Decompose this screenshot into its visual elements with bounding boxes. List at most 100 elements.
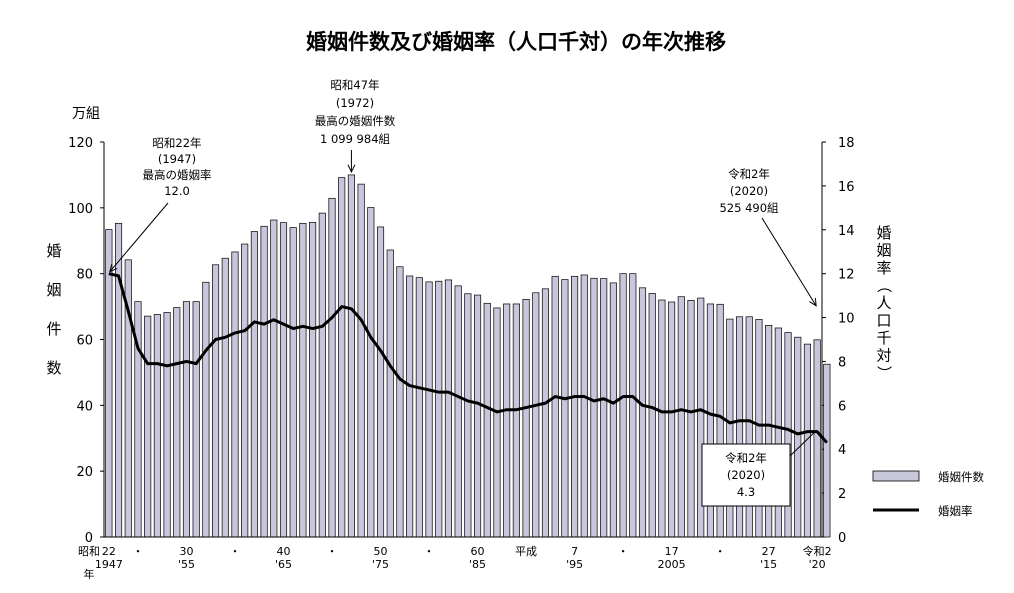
x-tick-label: 30 bbox=[179, 545, 193, 558]
annotation-2020-rate-text: 4.3 bbox=[737, 485, 755, 499]
left-axis-ticks: 0 20 40 60 80 100 120 bbox=[68, 136, 104, 546]
x-tick-label: 50 bbox=[374, 545, 388, 558]
bar-1973 bbox=[357, 183, 365, 538]
left-tick-label: 100 bbox=[68, 202, 93, 217]
x-tick-label: ・ bbox=[327, 545, 338, 558]
bar-1962 bbox=[250, 231, 258, 538]
bar-1996 bbox=[580, 274, 588, 538]
right-axis-label-char: 率 bbox=[876, 259, 891, 277]
bar-1974 bbox=[367, 207, 375, 538]
bar-1964 bbox=[270, 219, 278, 538]
left-tick-label: 0 bbox=[85, 531, 93, 546]
bar-1987 bbox=[493, 307, 501, 538]
bar-1983 bbox=[454, 285, 462, 538]
right-tick-label: 8 bbox=[838, 355, 846, 370]
bar-1970 bbox=[328, 197, 336, 538]
annotation-1972-text: (1972) bbox=[336, 96, 374, 110]
legend-label-line: 婚姻率 bbox=[938, 504, 973, 518]
bar-2019 bbox=[803, 343, 811, 538]
x-tick-sublabel: '95 bbox=[566, 558, 583, 571]
x-tick-sublabel: '65 bbox=[275, 558, 292, 571]
bar-1957 bbox=[202, 281, 210, 538]
bar-1979 bbox=[415, 277, 423, 538]
left-axis-label-char: 姻 bbox=[46, 281, 61, 299]
annotation-1947-text: 最高の婚姻率 bbox=[143, 168, 212, 182]
bar-1965 bbox=[279, 222, 288, 538]
annotation-1972-text: 昭和47年 bbox=[330, 78, 379, 92]
bar-1997 bbox=[590, 277, 598, 538]
x-tick-label: 17 bbox=[665, 545, 679, 558]
right-axis-label-char: ） bbox=[875, 365, 893, 380]
bar-2002 bbox=[638, 287, 647, 538]
bar-1993 bbox=[551, 275, 559, 538]
bar-2007 bbox=[687, 299, 695, 538]
right-axis-label-char: 姻 bbox=[876, 242, 891, 260]
annotation-1972-arrow-head bbox=[347, 164, 356, 174]
rate-line bbox=[108, 272, 828, 444]
bar-1955 bbox=[182, 301, 191, 538]
left-axis-label-char: 件 bbox=[46, 320, 61, 338]
bar-1969 bbox=[318, 212, 326, 538]
bar-2018 bbox=[794, 336, 802, 538]
bar-1951 bbox=[144, 315, 152, 538]
x-tick-label: ・ bbox=[229, 545, 240, 558]
bar-1967 bbox=[299, 222, 307, 538]
bar-1986 bbox=[483, 302, 491, 538]
x-tick-label: ・ bbox=[132, 545, 143, 558]
x-tick-sublabel: '55 bbox=[178, 558, 195, 571]
x-tick-label: 60 bbox=[471, 545, 485, 558]
right-axis-label-char: 婚 bbox=[876, 224, 891, 242]
right-axis-label-char: 対 bbox=[876, 347, 891, 365]
bar-1982 bbox=[444, 279, 452, 538]
bar-2000 bbox=[619, 273, 627, 538]
right-tick-label: 12 bbox=[838, 268, 855, 283]
bar-1948 bbox=[114, 222, 123, 538]
bar-1981 bbox=[435, 280, 443, 538]
x-tick-sublabel: '85 bbox=[469, 558, 486, 571]
bar-1972 bbox=[347, 174, 355, 538]
left-axis-unit: 万組 bbox=[72, 106, 100, 122]
bar-2005 bbox=[668, 301, 676, 538]
annotation-1972-text: 1 099 984組 bbox=[320, 132, 391, 146]
x-tick-sublabel: '20 bbox=[809, 558, 826, 571]
x-tick-label: 平成 bbox=[515, 545, 537, 558]
bar-1966 bbox=[289, 227, 297, 538]
bar-1998 bbox=[600, 278, 608, 538]
bar-1975 bbox=[376, 226, 385, 538]
x-tick-label: 40 bbox=[277, 545, 291, 558]
right-tick-label: 16 bbox=[838, 180, 855, 195]
left-axis-label-char: 数 bbox=[46, 359, 61, 377]
bar-1954 bbox=[173, 307, 181, 538]
annotation-1947-text: (1947) bbox=[158, 152, 196, 166]
bar-1971 bbox=[338, 177, 346, 538]
right-tick-label: 10 bbox=[838, 312, 855, 327]
x-era-label-bottom: 年 bbox=[84, 567, 95, 581]
bar-1984 bbox=[464, 293, 472, 538]
bar-1980 bbox=[425, 281, 433, 538]
annotation-1947-text: 12.0 bbox=[164, 184, 190, 198]
bar-1953 bbox=[163, 312, 171, 538]
x-tick-label: ・ bbox=[715, 545, 726, 558]
annotation-2020-count-text: 525 490組 bbox=[719, 201, 779, 215]
right-tick-label: 6 bbox=[838, 399, 846, 414]
bar-2006 bbox=[677, 296, 685, 538]
annotation-2020-count-arrow bbox=[761, 217, 817, 307]
x-tick-label: 7 bbox=[571, 545, 578, 558]
bar-1976 bbox=[386, 249, 394, 538]
annotation-2020-rate-leader bbox=[789, 431, 816, 457]
bar-1960 bbox=[231, 251, 239, 538]
bar-2003 bbox=[648, 293, 656, 538]
bar-1963 bbox=[260, 225, 268, 538]
bar-1990 bbox=[522, 298, 530, 538]
x-tick-sublabel: '15 bbox=[760, 558, 777, 571]
bar-1958 bbox=[212, 264, 220, 538]
right-tick-label: 18 bbox=[838, 136, 855, 151]
right-axis-ticks: 0 2 4 6 8 10 12 14 16 18 bbox=[822, 136, 855, 546]
bar-2004 bbox=[658, 299, 666, 538]
legend-swatch-bar bbox=[872, 470, 920, 482]
bar-2020 bbox=[813, 339, 821, 538]
bar-2021 bbox=[823, 363, 831, 538]
annotation-2020-rate-text: 令和2年 bbox=[725, 451, 767, 465]
